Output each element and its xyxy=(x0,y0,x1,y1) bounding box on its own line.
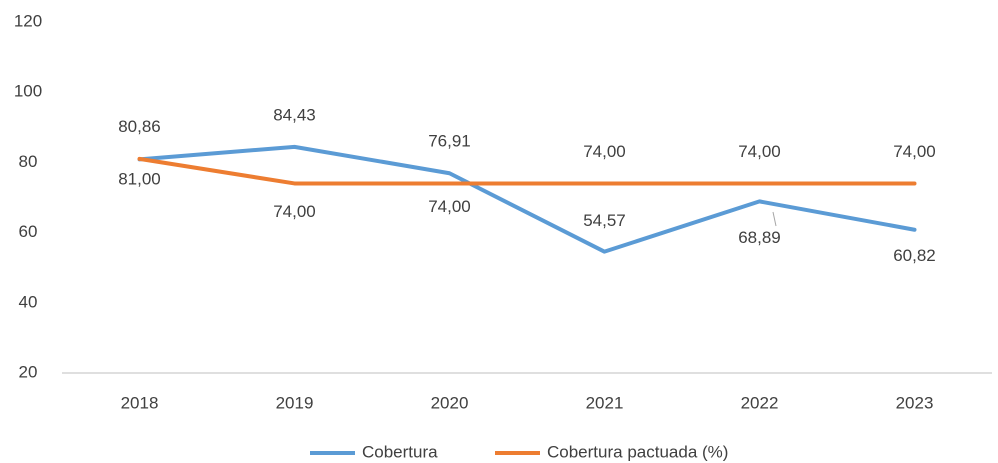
data-label: 74,00 xyxy=(273,202,316,221)
data-label: 74,00 xyxy=(893,142,936,161)
x-tick-label: 2020 xyxy=(431,393,469,412)
data-label: 74,00 xyxy=(428,197,471,216)
y-tick-label: 20 xyxy=(19,362,38,381)
legend-label: Cobertura xyxy=(362,442,438,461)
data-label: 80,86 xyxy=(118,117,161,136)
y-tick-label: 100 xyxy=(14,82,42,101)
x-tick-label: 2019 xyxy=(276,393,314,412)
leader-line xyxy=(772,211,777,227)
series-line xyxy=(137,156,917,186)
data-label: 74,00 xyxy=(738,142,781,161)
y-tick-label: 40 xyxy=(19,292,38,311)
x-tick-label: 2021 xyxy=(586,393,624,412)
legend-label: Cobertura pactuada (%) xyxy=(547,442,728,461)
series-line xyxy=(137,144,917,254)
x-tick-label: 2023 xyxy=(896,393,934,412)
y-tick-label: 80 xyxy=(19,152,38,171)
y-tick-label: 120 xyxy=(14,11,42,30)
data-label: 60,82 xyxy=(893,246,936,265)
data-label: 74,00 xyxy=(583,142,626,161)
data-label: 76,91 xyxy=(428,132,471,151)
data-label: 81,00 xyxy=(118,169,161,188)
data-label: 68,89 xyxy=(738,228,781,247)
x-tick-label: 2018 xyxy=(121,393,159,412)
data-label: 54,57 xyxy=(583,211,626,230)
x-tick-label: 2022 xyxy=(741,393,779,412)
data-label: 84,43 xyxy=(273,105,316,124)
y-tick-label: 60 xyxy=(19,222,38,241)
